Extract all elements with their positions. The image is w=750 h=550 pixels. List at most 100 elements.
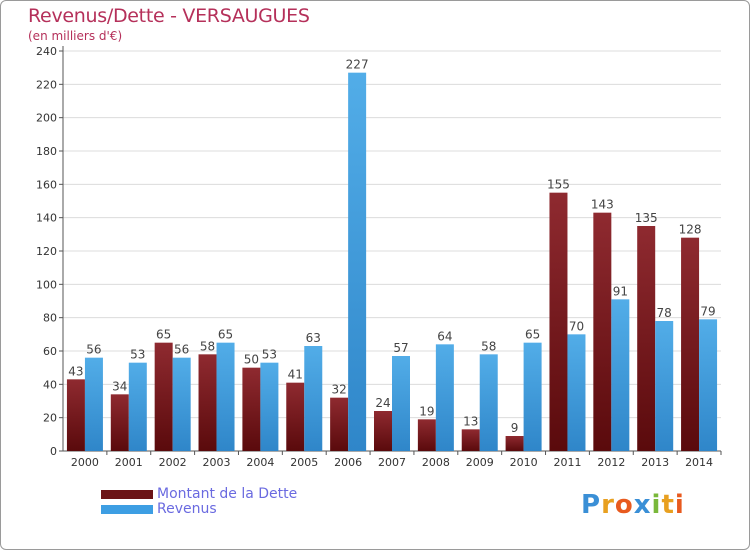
data-label-revenus-2005: 63 bbox=[306, 331, 321, 345]
data-label-revenus-2003: 65 bbox=[218, 328, 233, 342]
x-tick-label: 2013 bbox=[641, 456, 669, 469]
y-tick-label: 200 bbox=[36, 112, 57, 125]
bar-dette-2012 bbox=[593, 212, 612, 451]
y-tick-label: 240 bbox=[36, 45, 57, 58]
bar-dette-2004 bbox=[242, 367, 261, 451]
logo-letter: x bbox=[633, 490, 652, 520]
bar-revenus-2000 bbox=[84, 357, 103, 451]
data-label-revenus-2004: 53 bbox=[262, 348, 277, 362]
y-tick-label: 220 bbox=[36, 78, 57, 91]
data-label-revenus-2010: 65 bbox=[525, 328, 540, 342]
data-label-dette-2010: 9 bbox=[511, 421, 519, 435]
bar-dette-2002 bbox=[154, 342, 173, 451]
x-tick-label: 2002 bbox=[159, 456, 187, 469]
x-tick-label: 2012 bbox=[597, 456, 625, 469]
y-tick-label: 180 bbox=[36, 145, 57, 158]
data-label-dette-2013: 135 bbox=[635, 211, 658, 225]
data-label-dette-2007: 24 bbox=[375, 396, 390, 410]
x-tick-label: 2000 bbox=[71, 456, 99, 469]
data-label-dette-2001: 34 bbox=[112, 379, 127, 393]
logo-letter: i bbox=[651, 490, 662, 520]
data-label-revenus-2009: 58 bbox=[481, 339, 496, 353]
y-tick-label: 80 bbox=[43, 312, 57, 325]
bar-revenus-2012 bbox=[611, 299, 630, 451]
bar-revenus-2003 bbox=[216, 342, 235, 451]
legend-label-dette: Montant de la Dette bbox=[157, 486, 298, 502]
data-label-dette-2008: 19 bbox=[419, 404, 434, 418]
chart-title: Revenus/Dette - VERSAUGUES bbox=[28, 5, 310, 27]
bar-revenus-2013 bbox=[655, 321, 674, 451]
bar-dette-2009 bbox=[461, 429, 480, 451]
bar-dette-2007 bbox=[374, 411, 392, 451]
data-label-revenus-2000: 56 bbox=[86, 343, 101, 357]
data-label-dette-2014: 128 bbox=[679, 223, 702, 237]
bar-revenus-2011 bbox=[567, 334, 586, 451]
data-label-dette-2004: 50 bbox=[244, 353, 259, 367]
data-label-revenus-2002: 56 bbox=[174, 343, 189, 357]
logo-letter: P bbox=[581, 490, 602, 520]
x-tick-label: 2010 bbox=[510, 456, 538, 469]
data-label-dette-2000: 43 bbox=[68, 364, 83, 378]
legend-swatch-dette bbox=[101, 490, 153, 499]
bar-revenus-2008 bbox=[435, 344, 454, 451]
x-tick-label: 2006 bbox=[334, 456, 362, 469]
x-tick-label: 2003 bbox=[203, 456, 231, 469]
x-tick-label: 2011 bbox=[553, 456, 581, 469]
y-tick-label: 0 bbox=[50, 445, 57, 458]
x-tick-label: 2004 bbox=[246, 456, 274, 469]
data-label-revenus-2001: 53 bbox=[130, 348, 145, 362]
bar-dette-2005 bbox=[286, 382, 305, 451]
x-tick-label: 2014 bbox=[685, 456, 713, 469]
bar-revenus-2005 bbox=[304, 346, 323, 451]
logo-letter: r bbox=[601, 490, 615, 520]
data-label-revenus-2011: 70 bbox=[569, 319, 584, 333]
data-label-dette-2009: 13 bbox=[463, 414, 478, 428]
logo-letter: i bbox=[674, 490, 685, 520]
legend-item-dette: Montant de la Dette bbox=[101, 487, 297, 502]
data-label-dette-2005: 41 bbox=[288, 368, 303, 382]
bar-dette-2001 bbox=[110, 394, 129, 451]
bar-dette-2000 bbox=[66, 379, 85, 451]
proxiti-logo: Proxiti bbox=[581, 490, 685, 520]
bar-revenus-2010 bbox=[523, 342, 542, 451]
bar-dette-2010 bbox=[505, 436, 524, 451]
legend-item-revenus: Revenus bbox=[101, 502, 297, 517]
bar-dette-2011 bbox=[549, 192, 568, 451]
data-label-revenus-2007: 57 bbox=[393, 341, 408, 355]
data-label-dette-2002: 65 bbox=[156, 328, 171, 342]
bars bbox=[66, 72, 718, 452]
data-label-dette-2006: 32 bbox=[331, 383, 346, 397]
bar-revenus-2001 bbox=[128, 362, 147, 451]
bar-revenus-2006 bbox=[348, 72, 367, 452]
y-tick-label: 20 bbox=[43, 412, 57, 425]
x-tick-label: 2007 bbox=[378, 456, 406, 469]
bar-dette-2013 bbox=[637, 226, 656, 451]
bar-dette-2014 bbox=[681, 237, 700, 451]
data-label-dette-2012: 143 bbox=[591, 198, 614, 212]
bar-revenus-2014 bbox=[699, 319, 718, 451]
chart-subtitle: (en milliers d'€) bbox=[28, 29, 123, 43]
data-label-revenus-2013: 78 bbox=[657, 306, 672, 320]
bar-dette-2006 bbox=[330, 397, 349, 451]
data-label-dette-2011: 155 bbox=[547, 178, 570, 192]
logo-letter: o bbox=[614, 490, 634, 520]
y-tick-label: 40 bbox=[43, 378, 57, 391]
logo-letter: t bbox=[661, 490, 675, 520]
bar-revenus-2007 bbox=[392, 356, 410, 451]
y-tick-label: 140 bbox=[36, 212, 57, 225]
x-tick-label: 2005 bbox=[290, 456, 318, 469]
y-tick-label: 60 bbox=[43, 345, 57, 358]
x-tick-label: 2001 bbox=[115, 456, 143, 469]
x-tick-label: 2008 bbox=[422, 456, 450, 469]
bar-revenus-2009 bbox=[479, 354, 498, 451]
y-tick-label: 120 bbox=[36, 245, 57, 258]
bar-dette-2003 bbox=[198, 354, 217, 451]
bar-revenus-2002 bbox=[172, 357, 191, 451]
x-tick-label: 2009 bbox=[466, 456, 494, 469]
data-label-revenus-2008: 64 bbox=[437, 329, 452, 343]
legend-swatch-revenus bbox=[101, 505, 153, 514]
legend-label-revenus: Revenus bbox=[157, 501, 217, 517]
